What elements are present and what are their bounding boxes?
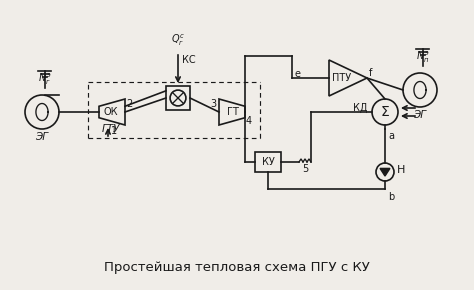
Text: ПТУ: ПТУ (332, 73, 352, 83)
Text: 4: 4 (246, 116, 252, 126)
Text: f: f (369, 68, 373, 78)
Text: ЭГ: ЭГ (413, 110, 427, 120)
Text: КУ: КУ (262, 157, 274, 167)
Text: $N_п^э$: $N_п^э$ (416, 49, 430, 65)
Polygon shape (380, 168, 390, 176)
Text: a: a (388, 131, 394, 141)
Text: 2: 2 (126, 99, 132, 109)
Text: $N_г^э$: $N_г^э$ (38, 71, 52, 87)
Bar (166, 86, 190, 110)
Bar (255, 152, 281, 172)
Text: КС: КС (182, 55, 196, 65)
Text: КД: КД (354, 103, 368, 113)
Text: ЭГ: ЭГ (36, 132, 48, 142)
Text: ГТ: ГТ (227, 107, 239, 117)
Text: 3: 3 (210, 99, 216, 109)
Text: 1: 1 (111, 126, 117, 136)
Text: Н: Н (397, 165, 405, 175)
Text: Σ: Σ (381, 105, 389, 119)
Text: Простейшая тепловая схема ПГУ с КУ: Простейшая тепловая схема ПГУ с КУ (104, 262, 370, 275)
Text: 5: 5 (302, 164, 308, 174)
Text: $Q_г^с$: $Q_г^с$ (171, 32, 185, 48)
Text: ГТУ: ГТУ (102, 124, 120, 134)
Text: e: e (295, 69, 301, 79)
Text: b: b (388, 192, 394, 202)
Text: ОК: ОК (104, 107, 118, 117)
